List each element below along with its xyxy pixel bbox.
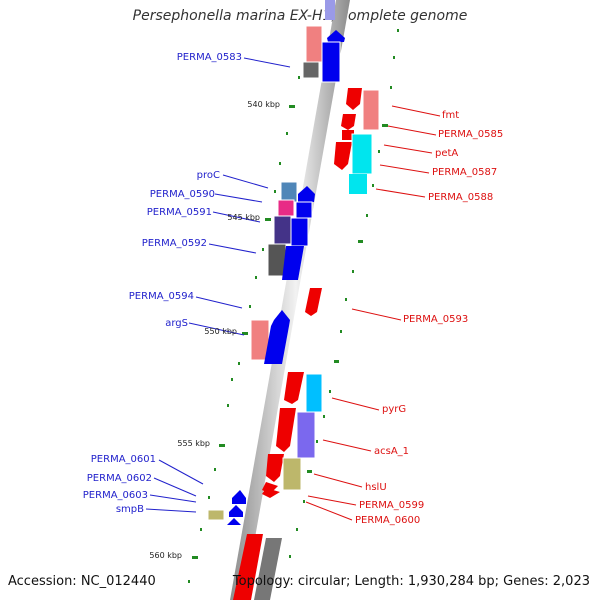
- gene-label[interactable]: PERMA_0583: [177, 52, 242, 63]
- gene-label[interactable]: PERMA_0603: [83, 490, 148, 501]
- reverse-label-lines: [305, 105, 441, 521]
- genome-backbone: [230, 0, 350, 600]
- ruler-label: 560 kbp: [149, 551, 182, 560]
- gene-label[interactable]: pyrG: [382, 404, 406, 415]
- gene-label[interactable]: PERMA_0590: [150, 189, 215, 200]
- genome-stats-label: Topology: circular; Length: 1,930,284 bp…: [232, 574, 590, 589]
- gene-label[interactable]: PERMA_0599: [359, 500, 424, 511]
- gene-label[interactable]: fmt: [442, 110, 459, 121]
- gene-label[interactable]: PERMA_0591: [147, 207, 212, 218]
- gene-label[interactable]: acsA_1: [374, 446, 409, 457]
- reverse-strand-features[interactable]: [262, 88, 380, 498]
- gene-label[interactable]: PERMA_0594: [129, 291, 194, 302]
- gene-label[interactable]: PERMA_0592: [142, 238, 207, 249]
- gene-label[interactable]: PERMA_0588: [428, 192, 493, 203]
- gene-label[interactable]: PERMA_0585: [438, 129, 503, 140]
- gene-label[interactable]: hslU: [365, 482, 387, 493]
- forward-strand-features[interactable]: [207, 0, 345, 600]
- gene-label[interactable]: proC: [197, 170, 220, 181]
- forward-label-lines: [145, 57, 291, 513]
- gene-label[interactable]: PERMA_0593: [403, 314, 468, 325]
- gene-label[interactable]: PERMA_0602: [87, 473, 152, 484]
- gene-label[interactable]: smpB: [116, 504, 144, 515]
- ruler-label: 540 kbp: [247, 100, 280, 109]
- ruler-label: 555 kbp: [177, 439, 210, 448]
- gene-label[interactable]: PERMA_0601: [91, 454, 156, 465]
- ruler-label: 545 kbp: [227, 213, 260, 222]
- gene-label[interactable]: argS: [165, 318, 188, 329]
- gene-label[interactable]: petA: [435, 148, 458, 159]
- genome-title: Persephonella marina EX-H1, complete gen…: [132, 8, 468, 24]
- gene-label[interactable]: PERMA_0600: [355, 515, 420, 526]
- accession-label: Accession: NC_012440: [8, 574, 156, 589]
- ruler-dots: [188, 29, 399, 583]
- ruler-label: 550 kbp: [204, 327, 237, 336]
- gene-label[interactable]: PERMA_0587: [432, 167, 497, 178]
